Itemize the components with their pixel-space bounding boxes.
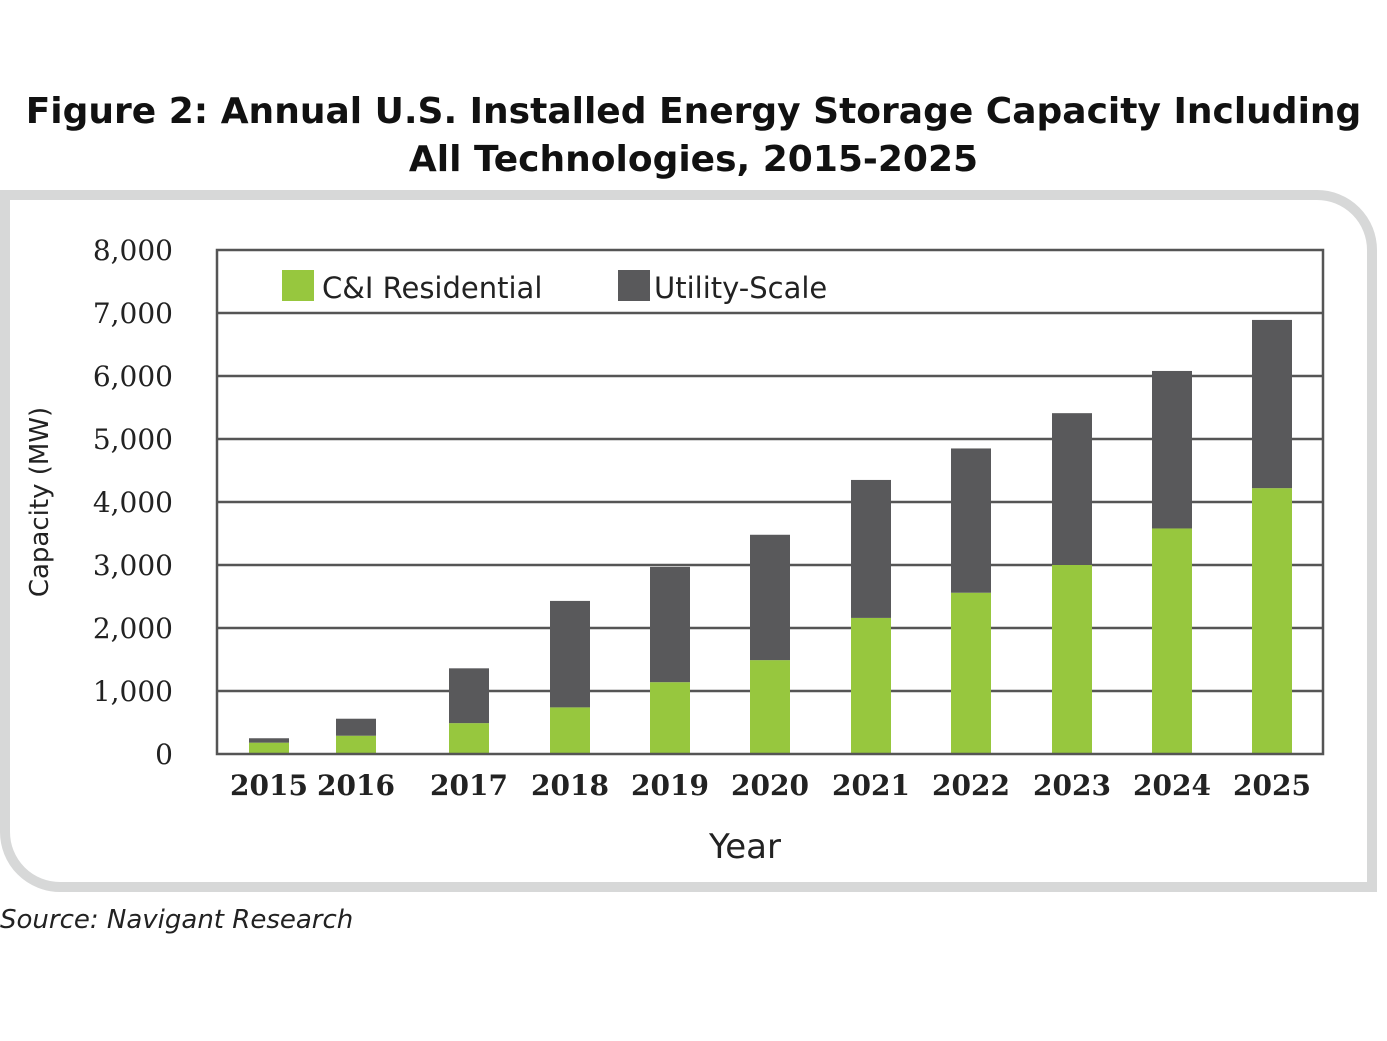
chart-title-line-2: All Technologies, 2015-2025 [408,139,979,180]
bar-utility-scale-2020 [750,534,790,661]
legend-swatch-ci-residential [282,270,314,301]
bar-utility-scale-2018 [550,600,590,708]
y-tick-label: 1,000 [93,675,173,708]
x-tick-label: 2017 [430,769,508,802]
bar-ci-residential-2023 [1052,565,1092,754]
y-tick-label: 8,000 [93,234,173,267]
y-axis-ticks: 0 1,000 2,000 3,000 4,000 5,000 6,000 7,000 8,00… [93,234,173,771]
x-tick-label: 2016 [317,769,395,802]
bar-utility-scale-2021 [851,479,891,618]
x-tick-label: 2019 [631,769,709,802]
bar-utility-scale-2024 [1152,370,1192,529]
chart-frame [0,190,1377,892]
x-tick-label: 2025 [1233,769,1311,802]
x-tick-label: 2023 [1033,769,1111,802]
y-tick-label: 7,000 [93,297,173,330]
legend-label-utility-scale: Utility-Scale [654,271,827,305]
bar-ci-residential-2022 [951,592,991,754]
bar-utility-scale-2022 [951,448,991,593]
bars [249,319,1292,754]
x-tick-label: 2018 [531,769,609,802]
x-tick-label: 2020 [731,769,809,802]
bar-ci-residential-2021 [851,617,891,754]
legend: C&I Residential Utility-Scale [282,270,827,305]
y-tick-label: 0 [155,738,173,771]
legend-label-ci-residential: C&I Residential [322,271,542,305]
bar-utility-scale-2017 [449,668,489,724]
x-tick-label: 2022 [932,769,1010,802]
bar-ci-residential-2025 [1252,488,1292,754]
y-axis-label: Capacity (MW) [25,407,55,597]
source-note: Source: Navigant Research [0,905,354,935]
bar-utility-scale-2023 [1052,413,1092,565]
y-tick-label: 4,000 [93,486,173,519]
bar-ci-residential-2015 [249,742,289,754]
bar-ci-residential-2016 [336,735,376,754]
x-tick-label: 2015 [230,769,308,802]
chart-title-line-1: Figure 2: Annual U.S. Installed Energy S… [25,91,1362,132]
bar-ci-residential-2024 [1152,528,1192,754]
y-tick-label: 5,000 [93,423,173,456]
chart-title: Figure 2: Annual U.S. Installed Energy S… [0,88,1387,184]
x-tick-label: 2021 [832,769,910,802]
y-tick-label: 2,000 [93,612,173,645]
bar-utility-scale-2015 [249,738,289,743]
bar-ci-residential-2018 [550,707,590,754]
plot-area-border [215,248,1325,756]
y-tick-label: 3,000 [93,549,173,582]
bar-utility-scale-2019 [650,566,690,683]
x-axis-label: Year [708,827,781,867]
x-axis-ticks: 2015 2016 2017 2018 2019 2020 2021 2022 2023 2024… [230,769,1311,802]
bar-utility-scale-2025 [1252,319,1292,489]
bar-utility-scale-2016 [336,718,376,736]
y-tick-label: 6,000 [93,360,173,393]
legend-swatch-utility-scale [618,270,650,301]
x-tick-label: 2024 [1133,769,1211,802]
bar-ci-residential-2017 [449,723,489,754]
bar-ci-residential-2019 [650,682,690,754]
bar-ci-residential-2020 [750,660,790,754]
